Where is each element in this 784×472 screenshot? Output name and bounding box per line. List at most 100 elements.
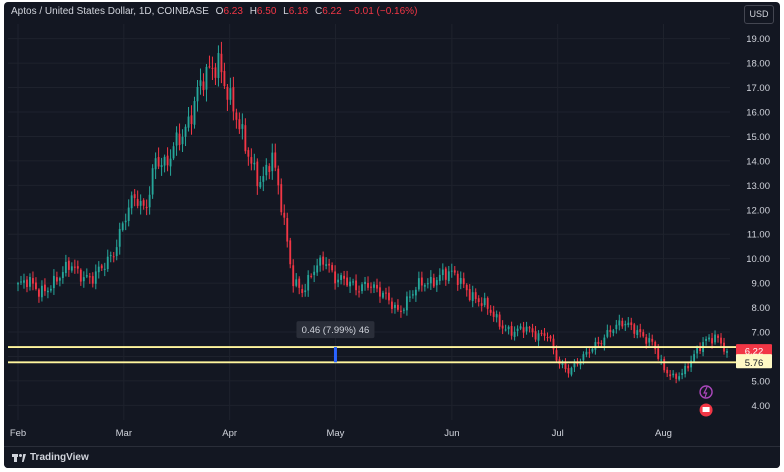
y-tick-label: 14.00 xyxy=(746,156,770,167)
candle-body xyxy=(289,240,292,265)
candle-body xyxy=(187,116,190,128)
currency-button[interactable]: USD xyxy=(744,5,774,24)
candle-body xyxy=(564,362,567,370)
candle-body xyxy=(495,314,498,318)
price-chart[interactable]: 4.005.006.007.008.009.0010.0011.0012.001… xyxy=(4,2,780,468)
y-tick-label: 10.00 xyxy=(746,254,770,265)
candle-body xyxy=(633,324,636,334)
candle-body xyxy=(717,335,719,338)
tradingview-logo-icon xyxy=(12,453,26,462)
y-tick-label: 16.00 xyxy=(746,108,770,119)
candle-body xyxy=(307,275,310,291)
candle-body xyxy=(654,341,657,350)
candle-body xyxy=(85,275,88,277)
candle-body xyxy=(226,86,229,100)
candle-body xyxy=(669,374,672,377)
tradingview-brand[interactable]: TradingView xyxy=(12,452,89,463)
candle-body xyxy=(397,304,399,310)
candle-body xyxy=(280,184,283,213)
candle-body xyxy=(178,133,181,146)
candle-body xyxy=(136,199,139,206)
candle-body xyxy=(429,276,432,284)
candle-body xyxy=(603,337,606,346)
candle-body xyxy=(67,260,70,270)
candle-body xyxy=(522,327,525,333)
candle-body xyxy=(714,334,716,343)
candle-body xyxy=(208,66,211,68)
candle-body xyxy=(26,279,28,288)
candle-body xyxy=(531,328,534,333)
candle-body xyxy=(148,194,151,208)
candle-body xyxy=(376,284,378,289)
y-tick-label: 11.00 xyxy=(747,230,770,241)
candle-body xyxy=(552,338,555,350)
candle-body xyxy=(196,86,199,102)
candle-body xyxy=(708,337,710,340)
candle-body xyxy=(391,301,393,309)
candle-body xyxy=(43,284,46,292)
y-tick-label: 12.00 xyxy=(746,205,770,216)
candle-body xyxy=(160,165,163,168)
candle-body xyxy=(79,269,82,282)
candle-body xyxy=(169,158,172,167)
lightning-event-icon xyxy=(699,385,713,399)
candle-body xyxy=(693,354,696,362)
candle-body xyxy=(61,272,64,279)
candle-body xyxy=(432,277,435,287)
candle-body xyxy=(549,336,552,339)
candle-body xyxy=(247,150,250,157)
candle-body xyxy=(420,277,423,286)
candle-body xyxy=(612,330,615,334)
price-tag xyxy=(736,344,772,358)
candle-body xyxy=(543,333,546,336)
candle-body xyxy=(465,284,468,291)
candle-body xyxy=(256,161,259,187)
candle-body xyxy=(41,285,43,298)
candle-body xyxy=(199,80,202,86)
close-key: C xyxy=(314,6,323,17)
x-tick-label: Feb xyxy=(10,428,26,439)
candle-body xyxy=(600,343,603,345)
candle-body xyxy=(528,327,531,329)
candle-body xyxy=(250,157,253,164)
x-tick-label: Jun xyxy=(444,428,459,439)
candle-body xyxy=(507,326,510,330)
high-key: H xyxy=(249,6,257,17)
candle-body xyxy=(373,284,375,288)
candle-body xyxy=(184,126,187,137)
y-tick-label: 5.00 xyxy=(752,376,771,387)
candle-body xyxy=(112,256,115,258)
candle-body xyxy=(304,290,307,293)
y-tick-label: 17.00 xyxy=(746,83,770,94)
candle-body xyxy=(253,162,256,165)
candle-body xyxy=(115,247,118,257)
candle-body xyxy=(405,296,408,311)
candle-body xyxy=(23,280,25,283)
close-value: 6.22 xyxy=(322,6,342,17)
candle-body xyxy=(561,362,564,366)
candle-body xyxy=(340,275,343,280)
candle-body xyxy=(402,309,405,311)
candle-body xyxy=(70,266,73,271)
candle-body xyxy=(121,223,124,231)
candle-body xyxy=(322,256,325,265)
candle-body xyxy=(232,87,235,112)
candle-body xyxy=(49,288,52,291)
candle-body xyxy=(241,124,244,129)
candle-body xyxy=(435,280,438,286)
candle-body xyxy=(388,292,390,301)
candle-body xyxy=(20,281,22,283)
candle-body xyxy=(301,289,304,293)
candle-body xyxy=(438,274,441,281)
candle-body xyxy=(468,288,471,301)
low-key: L xyxy=(283,6,289,17)
candle-body xyxy=(268,166,271,172)
candle-body xyxy=(367,282,369,288)
candle-body xyxy=(408,296,411,298)
candle-body xyxy=(624,323,627,326)
candle-body xyxy=(262,176,265,182)
y-tick-label: 8.00 xyxy=(752,303,771,314)
candle-body xyxy=(205,66,208,90)
candle-body xyxy=(193,101,196,125)
candle-body xyxy=(217,53,220,79)
